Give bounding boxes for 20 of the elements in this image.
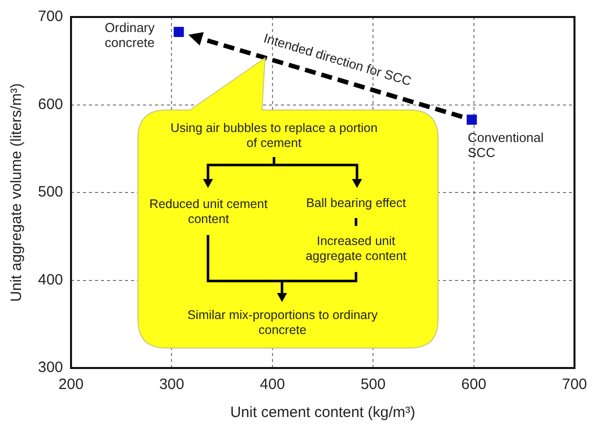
annotation: Conventional SCC xyxy=(468,130,545,160)
annotation: Using air bubbles to replace a portion of cement xyxy=(169,120,379,152)
x-tick-label: 300 xyxy=(159,376,184,394)
x-tick-label: 700 xyxy=(562,376,587,394)
annotation: Ball bearing effect xyxy=(305,194,407,212)
y-tick-label: 700 xyxy=(38,8,64,26)
x-axis-title: Unit cement content (kg/m³) xyxy=(230,404,416,422)
y-tick-label: 500 xyxy=(38,184,64,201)
annotation: Ordinary concrete xyxy=(104,20,156,50)
annotation: Reduced unit cement content xyxy=(148,196,269,228)
x-tick-label: 400 xyxy=(260,376,285,394)
x-tick-label: 200 xyxy=(58,376,84,394)
y-tick-label: 600 xyxy=(38,96,64,113)
x-tick-label: 500 xyxy=(360,376,386,394)
annotation: Increased unit aggregate content xyxy=(304,233,408,265)
annotation: Similar mix-proportions to ordinary concrete xyxy=(186,307,379,339)
y-tick-label: 300 xyxy=(38,359,64,376)
y-axis-title: Unit aggregate volume (liters/m³) xyxy=(8,83,26,302)
x-tick-label: 600 xyxy=(461,376,486,394)
y-tick-label: 400 xyxy=(38,271,64,288)
